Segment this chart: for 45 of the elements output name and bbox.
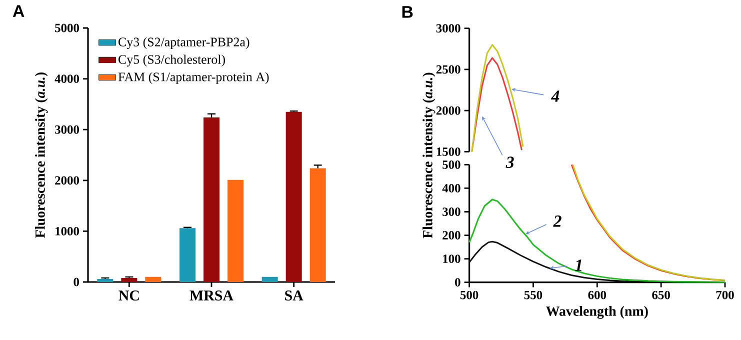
y-tick-label: 400 [442,184,460,192]
bar [286,112,302,282]
x-tick-label: 600 [588,290,606,300]
bar [310,168,326,282]
legend-label: Cy5 (S3/cholesterol) [118,54,225,67]
y-tick-label: 2000 [55,176,80,185]
annotation: 1 [575,260,582,271]
y-tick-label: 5000 [55,24,80,32]
y-tick-label: 3000 [55,125,80,134]
annotation: 4 [550,90,560,102]
bar [262,276,278,282]
y-tick-label: 1500 [436,147,460,156]
y-tick-label: 3000 [436,24,460,33]
y-tick-label: 100 [443,254,460,263]
legend-label: Cy3 (S2/aptamer-PBP2a) [118,37,250,50]
y-tick-label: 200 [442,231,460,240]
y-tick-label: 1000 [56,227,80,236]
y-axis-title: Fluorescence intensity (a.u.) [422,72,436,238]
y-tick-label: 2000 [436,106,460,115]
x-tick-label: NC [118,290,139,301]
bar [145,276,162,282]
y-tick-label: 4000 [54,74,80,84]
x-tick-label: SA [285,290,304,301]
x-tick-label: 700 [716,290,734,300]
bar [228,180,244,282]
y-tick-label: 0 [455,278,460,287]
y-axis-title: Fluorescence intensity (a.u.) [35,72,48,238]
x-tick-label: 500 [460,290,478,300]
annotation: 2 [553,215,562,227]
bar [121,278,138,282]
chart-title: B [402,6,413,18]
y-tick-label: 300 [442,208,460,216]
legend-label: FAM (S1/aptamer-protein A) [118,72,269,84]
bar [180,228,196,282]
y-tick-label: 0 [74,278,80,286]
bar [204,117,220,282]
chart-title: A [12,5,24,17]
bar [97,278,114,282]
y-tick-label: 500 [442,160,460,169]
x-tick-label: 550 [524,290,542,300]
x-axis-title: Wavelength (nm) [546,306,648,319]
x-tick-label: MRSA [190,290,234,301]
x-tick-label: 650 [652,290,670,300]
y-tick-label: 2500 [436,65,460,74]
annotation: 3 [506,156,514,168]
